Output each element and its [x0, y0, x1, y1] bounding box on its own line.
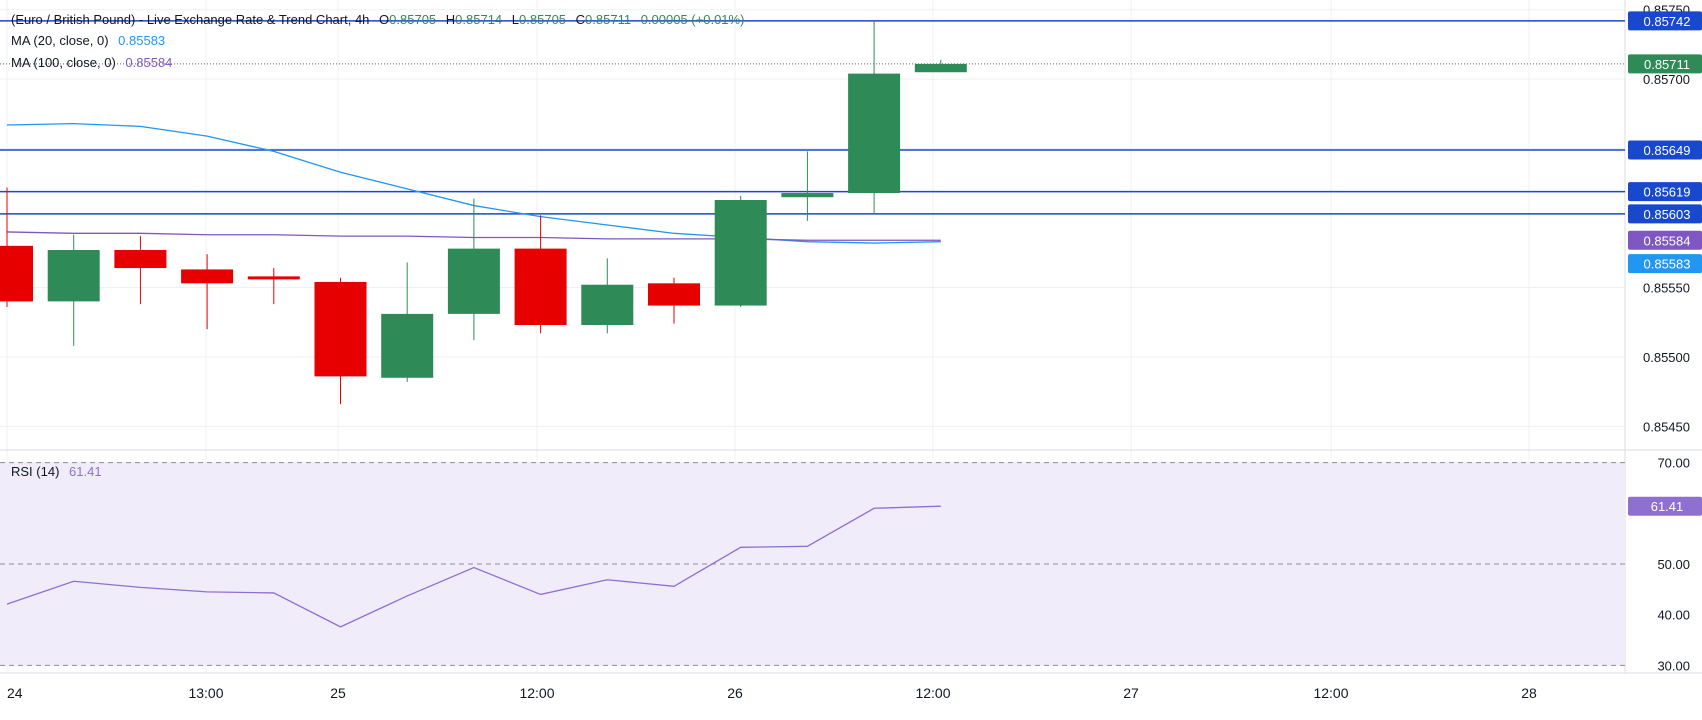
- open-label: O: [379, 12, 390, 27]
- time-axis-tick-label: 28: [1521, 685, 1537, 701]
- candle-body: [581, 284, 634, 325]
- time-axis-tick-label: 26: [727, 685, 743, 701]
- level-price-tag-background: [1628, 140, 1702, 160]
- candle: [714, 195, 767, 307]
- rsi-axis-tick-label: 30.00: [1657, 658, 1690, 673]
- candle: [114, 236, 167, 305]
- candle: [648, 277, 700, 324]
- level-price-tag-background: [1628, 11, 1702, 31]
- candle: [581, 258, 634, 334]
- ma100-price-tag-background: [1628, 230, 1702, 250]
- rsi-legend-value: 61.41: [69, 464, 102, 479]
- price-tags-layer: 0.85742 0.85649 0.85619 0.85603 0.85711 0.855…: [1628, 11, 1702, 516]
- rsi-value-tag-background: [1628, 496, 1702, 516]
- ma100-legend-value: 0.85584: [125, 55, 173, 70]
- rsi-axis-tick-label: 50.00: [1657, 557, 1690, 572]
- level-lines-layer: [0, 20, 1625, 215]
- ma20-price-tag: 0.85583: [1628, 254, 1702, 274]
- rsi-value-tag: 61.41: [1628, 496, 1702, 516]
- candle: [514, 215, 567, 334]
- level-price-tag-label: 0.85742: [1644, 14, 1691, 29]
- ma100-price-tag-label: 0.85584: [1644, 233, 1691, 248]
- level-price-tag-label: 0.85603: [1644, 207, 1691, 222]
- candle: [47, 234, 100, 346]
- candle-body: [514, 248, 567, 325]
- candles-layer: [0, 20, 967, 405]
- rsi-axis-tick-label: 70.00: [1657, 456, 1690, 471]
- candle-body: [114, 250, 167, 269]
- open-value: 0.85705: [389, 12, 437, 27]
- time-axis-tick-label: 13:00: [188, 685, 223, 701]
- ma20-legend-label: MA (20, close, 0): [11, 33, 109, 48]
- time-axis-tick-label: 24: [7, 685, 23, 701]
- candle: [781, 151, 834, 221]
- ma20-price-tag-label: 0.85583: [1644, 257, 1691, 272]
- candle-body: [848, 73, 901, 194]
- candle-body: [0, 245, 33, 302]
- rsi-legend[interactable]: RSI (14) 61.41: [11, 464, 108, 479]
- close-label: C: [575, 12, 586, 27]
- ma20-price-tag-background: [1628, 254, 1702, 274]
- axis-labels-layer: 0.857500.857000.856500.855500.855000.854…: [7, 3, 1690, 701]
- change-value: 0.00005 (+0.01%): [640, 12, 745, 27]
- ma100-legend[interactable]: MA (100, close, 0) 0.85584: [11, 55, 178, 70]
- level-price-tag: 0.85649: [1628, 140, 1702, 160]
- candle-body: [447, 248, 500, 314]
- level-price-tag-label: 0.85619: [1644, 185, 1691, 200]
- candle-body: [781, 193, 834, 198]
- low-value: 0.85705: [519, 12, 567, 27]
- level-price-tag: 0.85603: [1628, 204, 1702, 224]
- ma20-legend-value: 0.85583: [118, 33, 166, 48]
- candle-body: [314, 281, 367, 377]
- candle: [381, 262, 434, 382]
- candle: [447, 198, 500, 341]
- rsi-layer: [0, 462, 1625, 666]
- last-price-tag-background: [1628, 54, 1702, 74]
- candle-body: [914, 63, 967, 73]
- level-price-tag-background: [1628, 182, 1702, 202]
- ma100-price-tag: 0.85584: [1628, 230, 1702, 250]
- time-axis-tick-label: 27: [1123, 685, 1139, 701]
- candle-body: [714, 200, 767, 306]
- last-price-tag-label: 0.85711: [1644, 57, 1690, 72]
- candle: [181, 254, 234, 330]
- rsi-line: [6, 505, 941, 628]
- high-label: H: [445, 12, 456, 27]
- candle: [0, 187, 33, 307]
- candle: [914, 59, 967, 73]
- candle-body: [181, 269, 234, 284]
- chart-header: (Euro / British Pound) - Live Exchange R…: [11, 12, 750, 27]
- level-price-tag: 0.85742: [1628, 11, 1702, 31]
- rsi-value-tag-label: 61.41: [1651, 499, 1684, 514]
- candle: [247, 268, 300, 305]
- high-value: 0.85714: [455, 12, 503, 27]
- time-axis-tick-label: 12:00: [915, 685, 950, 701]
- price-axis-tick-label: 0.85550: [1643, 281, 1690, 296]
- rsi-legend-label: RSI (14): [11, 464, 60, 479]
- candle-body: [648, 283, 700, 306]
- time-axis-tick-label: 12:00: [1313, 685, 1348, 701]
- candle: [848, 20, 901, 214]
- level-price-tag-background: [1628, 204, 1702, 224]
- ma100-legend-label: MA (100, close, 0): [11, 55, 116, 70]
- ma20-legend[interactable]: MA (20, close, 0) 0.85583: [11, 33, 171, 48]
- candle-body: [247, 276, 300, 280]
- low-label: L: [511, 12, 520, 27]
- price-axis-tick-label: 0.85450: [1643, 419, 1690, 434]
- candle: [314, 277, 367, 405]
- level-price-tag-label: 0.85649: [1644, 143, 1691, 158]
- level-price-tag: 0.85619: [1628, 182, 1702, 202]
- time-axis-tick-label: 25: [330, 685, 346, 701]
- close-value: 0.85711: [585, 12, 632, 27]
- time-axis-tick-label: 12:00: [519, 685, 554, 701]
- symbol-title: (Euro / British Pound) - Live Exchange R…: [11, 12, 370, 27]
- price-axis-tick-label: 0.85500: [1643, 350, 1690, 365]
- price-axis-tick-label: 0.85700: [1643, 72, 1690, 87]
- rsi-axis-tick-label: 40.00: [1657, 608, 1690, 623]
- last-price-tag: 0.85711: [1628, 54, 1702, 74]
- candle-body: [381, 313, 434, 378]
- candle-body: [47, 250, 100, 302]
